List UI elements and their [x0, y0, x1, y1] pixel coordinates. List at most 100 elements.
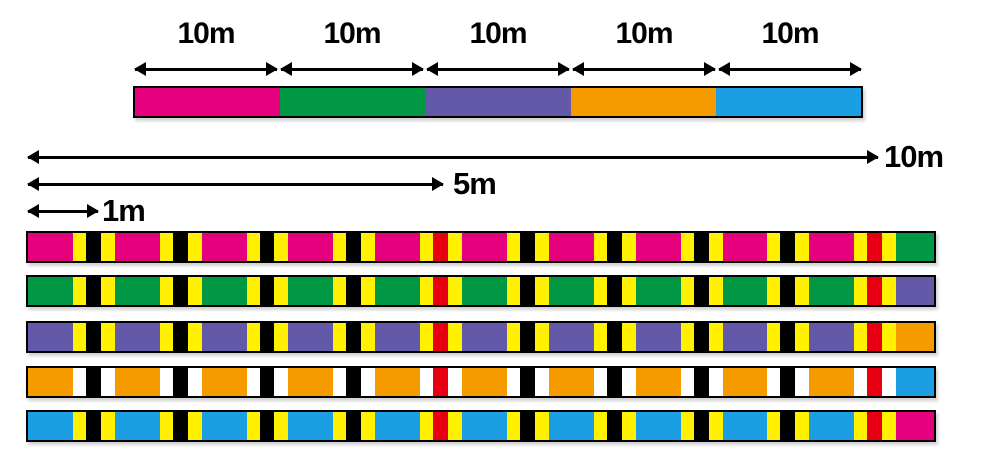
- stripe: [448, 233, 463, 261]
- base-segment: [462, 277, 507, 305]
- stripe: [72, 323, 86, 351]
- stripe: [506, 233, 520, 261]
- stripe: [708, 368, 723, 396]
- base-segment: [375, 277, 421, 305]
- stripe: [187, 368, 202, 396]
- stripe: [854, 277, 868, 305]
- black-mark: [606, 233, 622, 261]
- stripe: [767, 233, 781, 261]
- stripe: [448, 323, 463, 351]
- stripe: [506, 412, 520, 440]
- black-mark: [606, 323, 622, 351]
- segment-double-arrow: [718, 62, 862, 76]
- base-segment: [722, 323, 768, 351]
- black-mark: [85, 323, 101, 351]
- base-segment: [375, 412, 421, 440]
- stripe: [274, 323, 289, 351]
- ruler-cell-green: 10m: [279, 14, 425, 86]
- black-mark: [346, 277, 362, 305]
- base-segment: [28, 277, 73, 305]
- segment-length-label: 10m: [615, 17, 673, 50]
- stripe: [274, 368, 289, 396]
- base-segment: [809, 233, 855, 261]
- black-mark: [259, 412, 275, 440]
- base-segment: [375, 233, 421, 261]
- stripe: [448, 277, 463, 305]
- stripe: [767, 368, 781, 396]
- stripe: [361, 323, 376, 351]
- stripe: [593, 323, 607, 351]
- base-segment: [548, 368, 594, 396]
- stripe: [333, 412, 347, 440]
- five-metre-arrow: [27, 177, 444, 191]
- stripe: [767, 277, 781, 305]
- stripe: [274, 277, 289, 305]
- base-segment: [548, 412, 594, 440]
- black-mark: [85, 277, 101, 305]
- base-segment: [114, 233, 160, 261]
- stripe: [795, 323, 810, 351]
- stripe: [187, 323, 202, 351]
- ruler-cell-blue: 10m: [717, 14, 863, 86]
- black-mark: [693, 412, 709, 440]
- stripe: [621, 412, 636, 440]
- stripe: [534, 277, 549, 305]
- marked-line-pink: [26, 231, 936, 263]
- stripe: [72, 412, 86, 440]
- stripe: [100, 233, 115, 261]
- base-segment: [375, 368, 421, 396]
- ruler-segment-purple: [425, 88, 571, 116]
- stripe: [159, 412, 173, 440]
- stripe: [420, 277, 434, 305]
- stripe: [333, 368, 347, 396]
- stripe: [159, 368, 173, 396]
- black-mark: [346, 323, 362, 351]
- red-mark: [867, 277, 883, 305]
- black-mark: [519, 368, 535, 396]
- base-segment: [722, 368, 768, 396]
- stripe: [506, 368, 520, 396]
- black-mark: [519, 323, 535, 351]
- base-segment: [548, 277, 594, 305]
- segment-double-arrow: [134, 62, 278, 76]
- stripe: [274, 233, 289, 261]
- stripe: [708, 277, 723, 305]
- base-segment: [809, 368, 855, 396]
- red-mark: [867, 233, 883, 261]
- black-mark: [346, 368, 362, 396]
- stripe: [72, 233, 86, 261]
- stripe: [534, 412, 549, 440]
- black-mark: [693, 368, 709, 396]
- stripe: [534, 323, 549, 351]
- base-segment: [809, 277, 855, 305]
- stripe: [621, 233, 636, 261]
- ten-metre-arrow-label: 10m: [884, 139, 944, 174]
- stripe: [680, 277, 694, 305]
- stripe: [361, 233, 376, 261]
- black-mark: [85, 233, 101, 261]
- stripe: [854, 412, 868, 440]
- black-mark: [346, 412, 362, 440]
- stripe: [767, 323, 781, 351]
- base-segment: [462, 323, 507, 351]
- stripe: [708, 233, 723, 261]
- ruler-cell-purple: 10m: [425, 14, 571, 86]
- base-segment: [635, 412, 681, 440]
- stripe: [100, 368, 115, 396]
- stripe: [333, 277, 347, 305]
- stripe: [100, 323, 115, 351]
- red-mark: [867, 323, 883, 351]
- base-segment: [288, 277, 334, 305]
- black-mark: [172, 412, 188, 440]
- red-mark: [433, 277, 449, 305]
- segment-length-label: 10m: [469, 17, 527, 50]
- black-mark: [519, 233, 535, 261]
- stripe: [72, 277, 86, 305]
- base-segment: [28, 233, 73, 261]
- stripe: [767, 412, 781, 440]
- stripe: [187, 233, 202, 261]
- black-mark: [780, 368, 796, 396]
- ten-metre-arrow: [27, 150, 879, 164]
- red-mark: [433, 368, 449, 396]
- stripe: [680, 368, 694, 396]
